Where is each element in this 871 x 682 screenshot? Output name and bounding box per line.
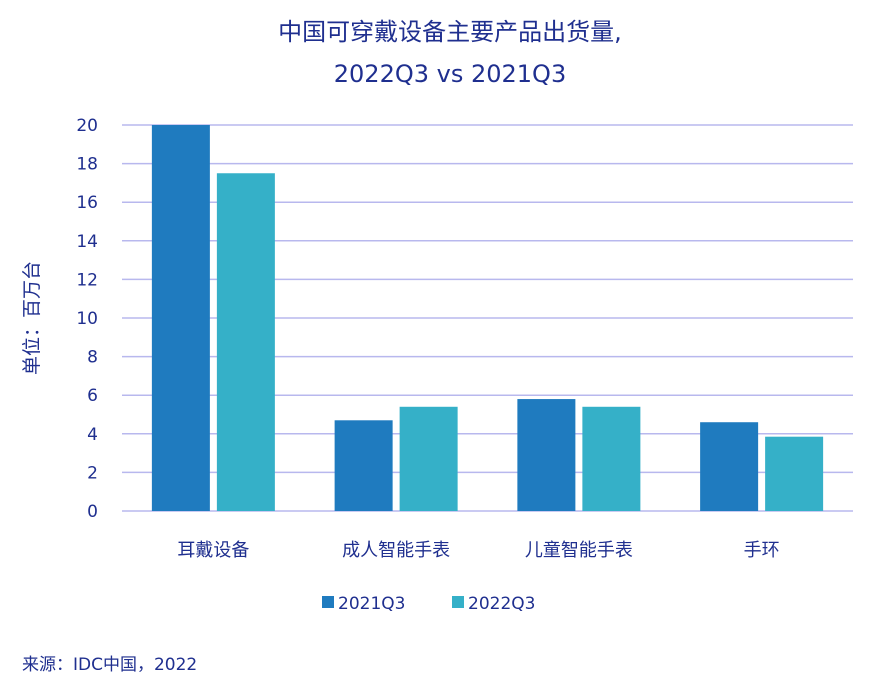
y-tick-labels: 0 2 4 6 8 10 12 14 16 18 20 xyxy=(76,116,98,522)
chart-title-line1: 中国可穿戴设备主要产品出货量, xyxy=(278,18,622,46)
chart-title-line2: 2022Q3 vs 2021Q3 xyxy=(334,60,566,88)
category-labels: 耳戴设备 成人智能手表 儿童智能手表 手环 xyxy=(177,540,779,561)
y-tick-label: 12 xyxy=(76,270,98,290)
bars xyxy=(151,125,824,511)
category-label: 成人智能手表 xyxy=(342,540,450,561)
bar-2021Q3-2 xyxy=(517,399,576,511)
y-tick-label: 6 xyxy=(87,386,98,406)
legend-label: 2021Q3 xyxy=(338,594,405,614)
y-tick-label: 20 xyxy=(76,116,98,136)
bar-2022Q3-0 xyxy=(216,173,275,511)
legend-swatch xyxy=(322,596,334,608)
y-tick-label: 2 xyxy=(87,463,98,483)
legend: 2021Q3 2022Q3 xyxy=(322,594,535,614)
y-tick-label: 10 xyxy=(76,309,98,329)
category-label: 耳戴设备 xyxy=(177,540,249,561)
bar-2022Q3-1 xyxy=(399,406,458,511)
category-label: 儿童智能手表 xyxy=(525,540,633,561)
y-tick-label: 16 xyxy=(76,193,98,213)
bar-2021Q3-1 xyxy=(334,420,393,511)
y-tick-label: 18 xyxy=(76,155,98,175)
y-tick-label: 4 xyxy=(87,425,98,445)
bar-2022Q3-2 xyxy=(582,406,641,511)
y-tick-label: 0 xyxy=(87,502,98,522)
legend-label: 2022Q3 xyxy=(468,594,535,614)
category-label: 手环 xyxy=(744,540,780,561)
y-axis-label: 单位：百万台 xyxy=(21,261,43,375)
legend-swatch xyxy=(452,596,464,608)
bar-2021Q3-3 xyxy=(700,422,759,511)
source-note: 来源：IDC中国，2022 xyxy=(22,655,197,675)
y-tick-label: 8 xyxy=(87,348,98,368)
y-tick-label: 14 xyxy=(76,232,98,252)
bar-2021Q3-0 xyxy=(151,125,210,511)
bar-2022Q3-3 xyxy=(765,436,824,511)
